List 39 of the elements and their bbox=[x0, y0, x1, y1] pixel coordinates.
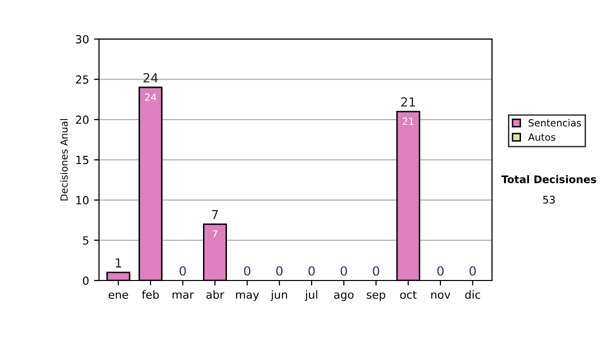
text: 53 bbox=[543, 196, 555, 204]
total-label: 0 bbox=[437, 266, 444, 276]
total-label: 0 bbox=[180, 266, 186, 276]
x-tick-label: may bbox=[236, 292, 259, 301]
y-tick-label: 15 bbox=[76, 156, 88, 164]
total-label: 0 bbox=[340, 266, 347, 276]
total-label: 7 bbox=[212, 210, 218, 220]
total-label: 21 bbox=[401, 97, 416, 107]
total-label: 1 bbox=[116, 258, 122, 268]
x-tick-label: ago bbox=[334, 292, 354, 301]
data-label: 24 bbox=[145, 93, 156, 101]
text: Total Decisiones bbox=[501, 175, 596, 184]
data-label: 21 bbox=[402, 118, 414, 125]
x-tick-label: dic bbox=[465, 290, 480, 299]
x-tick-label: jul bbox=[304, 290, 318, 301]
y-tick-label: 0 bbox=[82, 276, 89, 285]
y-axis-title: Decisiones Anual bbox=[60, 119, 68, 200]
total-label: 0 bbox=[372, 266, 380, 276]
x-tick-label: nov bbox=[431, 292, 450, 299]
total-label: 0 bbox=[276, 266, 283, 276]
y-tick-label: 25 bbox=[76, 75, 88, 84]
y-tick-label: 5 bbox=[83, 236, 88, 245]
x-tick-label: mar bbox=[172, 292, 194, 299]
legend-label: Sentencias bbox=[528, 118, 581, 127]
x-tick-label: ene bbox=[108, 292, 128, 299]
data-label: 7 bbox=[212, 230, 218, 238]
x-tick-label: jun bbox=[270, 290, 288, 301]
total-label: 24 bbox=[144, 73, 158, 82]
x-tick-label: sep bbox=[366, 292, 386, 301]
legend-label: Autos bbox=[528, 134, 556, 141]
y-tick-label: 20 bbox=[76, 116, 89, 124]
y-tick-label: 10 bbox=[76, 196, 89, 204]
total-label: 0 bbox=[470, 266, 476, 276]
total-label: 0 bbox=[244, 266, 250, 276]
x-tick-label: abr bbox=[206, 290, 224, 299]
total-label: 0 bbox=[308, 266, 315, 276]
y-tick-label: 30 bbox=[76, 35, 89, 44]
x-tick-label: oct bbox=[400, 290, 417, 299]
x-tick-label: feb bbox=[142, 290, 159, 299]
